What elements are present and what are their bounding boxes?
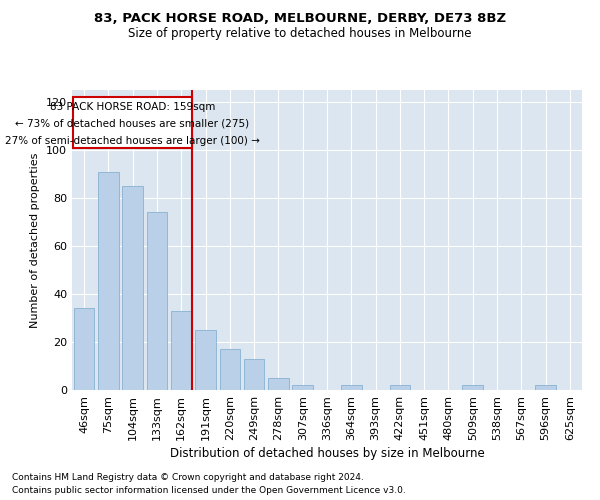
X-axis label: Distribution of detached houses by size in Melbourne: Distribution of detached houses by size … — [170, 447, 484, 460]
Text: Contains public sector information licensed under the Open Government Licence v3: Contains public sector information licen… — [12, 486, 406, 495]
Bar — [341, 385, 362, 390]
Bar — [535, 385, 556, 390]
Bar — [244, 359, 265, 390]
Bar — [389, 385, 410, 390]
Text: 83, PACK HORSE ROAD, MELBOURNE, DERBY, DE73 8BZ: 83, PACK HORSE ROAD, MELBOURNE, DERBY, D… — [94, 12, 506, 26]
Bar — [195, 330, 216, 390]
Bar — [122, 186, 143, 390]
Bar — [463, 385, 483, 390]
Bar — [73, 97, 192, 148]
Bar — [268, 378, 289, 390]
Bar — [220, 349, 240, 390]
Text: 83 PACK HORSE ROAD: 159sqm: 83 PACK HORSE ROAD: 159sqm — [50, 102, 215, 112]
Y-axis label: Number of detached properties: Number of detached properties — [31, 152, 40, 328]
Bar — [292, 385, 313, 390]
Text: Contains HM Land Registry data © Crown copyright and database right 2024.: Contains HM Land Registry data © Crown c… — [12, 474, 364, 482]
Bar — [74, 308, 94, 390]
Text: ← 73% of detached houses are smaller (275): ← 73% of detached houses are smaller (27… — [16, 119, 250, 129]
Text: 27% of semi-detached houses are larger (100) →: 27% of semi-detached houses are larger (… — [5, 136, 260, 145]
Text: Size of property relative to detached houses in Melbourne: Size of property relative to detached ho… — [128, 28, 472, 40]
Bar — [98, 172, 119, 390]
Bar — [171, 311, 191, 390]
Bar — [146, 212, 167, 390]
